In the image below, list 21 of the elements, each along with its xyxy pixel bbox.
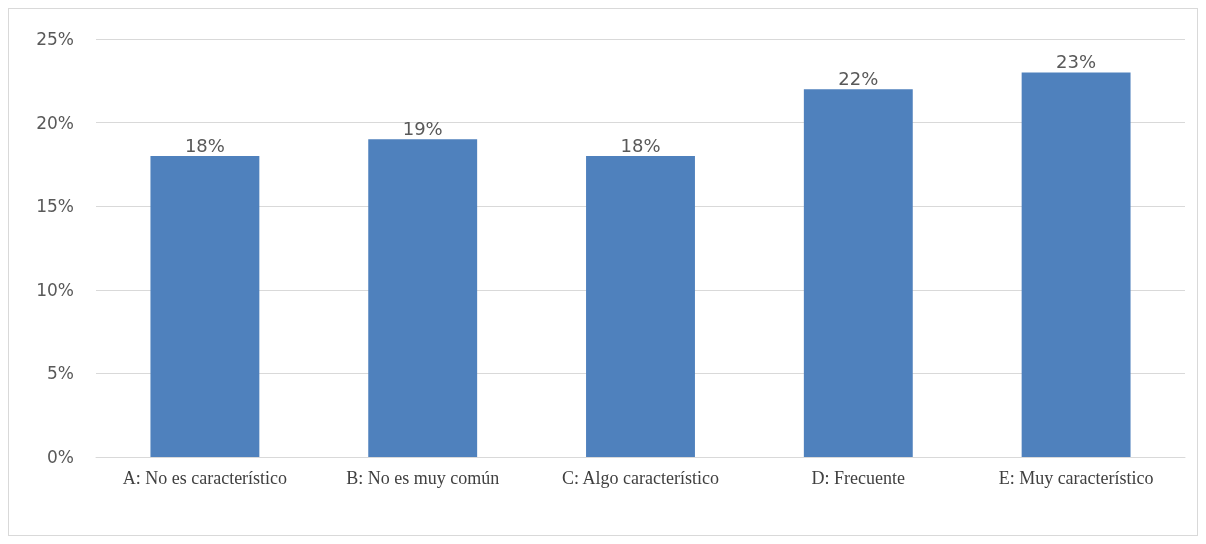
y-tick-label: 25% <box>36 29 74 49</box>
y-tick-label: 15% <box>36 196 74 217</box>
bar <box>150 156 260 457</box>
bar <box>586 156 695 457</box>
y-tick-label: 10% <box>36 279 74 300</box>
y-tick-label: 5% <box>47 363 74 384</box>
y-tick-label: 20% <box>36 112 74 133</box>
data-label: 23% <box>1056 50 1097 72</box>
bar <box>803 89 913 457</box>
data-label: 22% <box>838 67 879 89</box>
y-tick-label: 0% <box>47 447 74 467</box>
x-tick-label: D: Frecuente <box>811 468 906 488</box>
data-label: 19% <box>402 117 443 139</box>
bar <box>368 139 478 457</box>
data-label: 18% <box>620 134 661 156</box>
x-tick-label: A: No es característico <box>122 468 288 488</box>
bar <box>1021 72 1131 457</box>
x-tick-label: B: No es muy común <box>346 468 500 488</box>
x-tick-label: C: Algo característico <box>562 468 719 488</box>
x-tick-label: E: Muy característico <box>998 468 1154 488</box>
data-label: 18% <box>184 134 225 156</box>
